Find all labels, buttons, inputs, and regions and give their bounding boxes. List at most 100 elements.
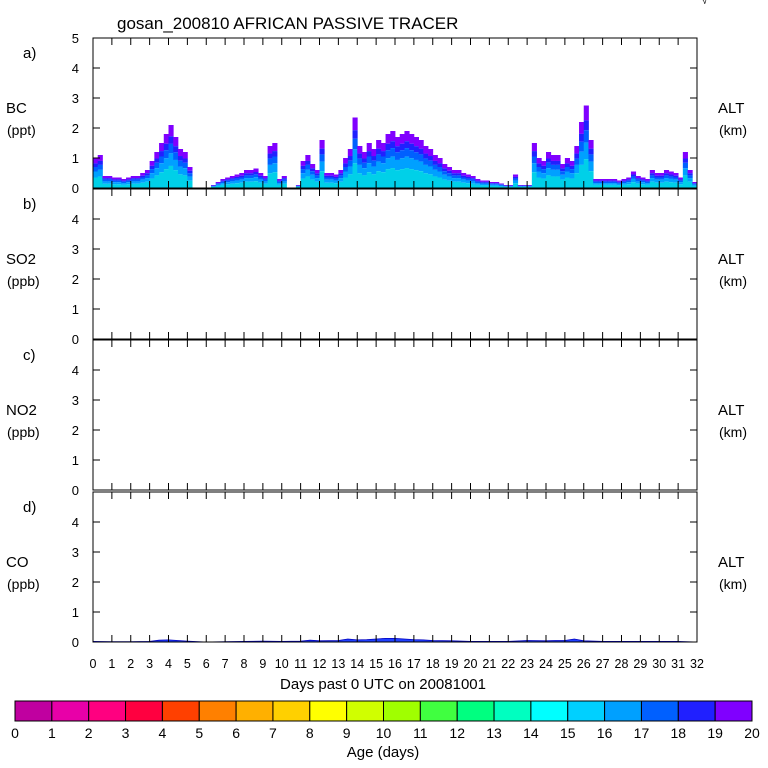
colorbar-swatch (604, 700, 642, 722)
right-axis-label: ALT (718, 554, 744, 571)
colorbar-swatch (493, 700, 532, 722)
y-tick-label: 2 (72, 575, 79, 590)
bar (531, 143, 537, 188)
x-tick-label: 5 (184, 657, 191, 671)
bar (328, 173, 335, 188)
x-tick-label: 17 (407, 657, 421, 671)
y-tick-label: 2 (72, 423, 79, 438)
bar (258, 173, 264, 188)
colorbar-tick-label: 12 (449, 725, 465, 741)
bar (579, 122, 585, 188)
bar (116, 177, 122, 188)
plot-frame (92, 339, 698, 491)
unit-label: (ppt) (7, 122, 36, 138)
y-tick-label: 3 (72, 545, 79, 560)
y-tick-label: 1 (72, 302, 79, 317)
right-axis-unit: (km) (719, 122, 747, 138)
bar (649, 170, 655, 188)
bar (380, 143, 386, 188)
x-tick-label: 4 (165, 657, 172, 671)
unit-label: (ppb) (7, 273, 40, 289)
bar (536, 158, 542, 188)
bar (357, 146, 363, 188)
y-tick-label: 1 (72, 151, 79, 166)
panel-a: 0 1 2 3 4 5 a) BC (ppt) ALT (km) (6, 31, 747, 196)
colorbar-tick-label: 19 (707, 725, 723, 741)
right-axis-unit: (km) (719, 273, 747, 289)
bar (404, 131, 410, 188)
bar (692, 182, 698, 188)
bar (277, 179, 283, 188)
x-tick-label: 32 (690, 657, 704, 671)
colorbar-swatch (272, 700, 311, 722)
colorbar-label: Age (days) (347, 744, 420, 761)
colorbar-swatch (640, 700, 679, 722)
bar (220, 179, 226, 188)
bar (262, 176, 268, 188)
bar (503, 185, 509, 188)
right-axis-label: ALT (718, 100, 744, 117)
bar (107, 176, 113, 188)
bar (130, 176, 136, 188)
panel-letter: d) (23, 499, 36, 516)
bar (248, 170, 254, 188)
x-tick-label: 2 (127, 657, 134, 671)
unit-label: (ppb) (7, 424, 40, 440)
bar (550, 155, 556, 188)
colorbar-tick-label: 5 (195, 725, 203, 741)
bar (479, 180, 486, 189)
bar (640, 177, 646, 188)
y-tick-label: 3 (72, 242, 79, 257)
bar (442, 164, 448, 188)
x-tick-label: 18 (426, 657, 440, 671)
colorbar-tick-label: 8 (306, 725, 314, 741)
bar (126, 177, 132, 188)
colorbar-swatch (567, 700, 606, 722)
corner-mark: √ (702, 0, 708, 7)
y-tick-label: 4 (72, 515, 79, 530)
colorbar-swatch (309, 700, 348, 722)
x-tick-label: 31 (671, 657, 685, 671)
panel-c: 0 1 2 3 4 c) NO2 (ppb) ALT (km) (6, 339, 747, 498)
bar (428, 149, 434, 188)
bar (668, 171, 674, 188)
colorbar-swatch (125, 700, 163, 722)
bar (399, 134, 405, 188)
bar (159, 143, 165, 188)
colorbar-swatch (198, 700, 237, 722)
plot-frame (92, 491, 698, 643)
bar (225, 177, 231, 188)
colorbar-swatch (419, 700, 458, 722)
species-label: BC (6, 100, 27, 117)
x-tick-label: 10 (275, 657, 289, 671)
colorbar-swatch (51, 700, 90, 722)
x-tick-label: 29 (633, 657, 647, 671)
x-tick-label: 20 (464, 657, 478, 671)
bar (621, 179, 627, 188)
bar (612, 179, 618, 188)
bar (630, 171, 637, 188)
species-label: NO2 (6, 402, 37, 419)
x-tick-label: 13 (331, 657, 345, 671)
bar (461, 173, 467, 188)
bar (314, 170, 320, 188)
colorbar-swatch (456, 700, 495, 722)
y-tick-label: 5 (72, 31, 79, 46)
colorbar-tick-label: 11 (413, 725, 428, 741)
bar (390, 131, 396, 188)
panel-d: 0 1 2 3 4 d) CO (ppb) ALT (km) (6, 491, 747, 650)
figure-title: gosan_200810 AFRICAN PASSIVE TRACER (117, 14, 458, 33)
colorbar: 0 1 2 3 4 5 6 7 8 9 10 11 12 13 14 15 16 17 18 19 20 (11, 700, 760, 741)
panel-b: 0 1 2 3 4 b) SO2 (ppb) ALT (km) (6, 188, 747, 347)
bar (512, 174, 519, 188)
panel-letter: a) (23, 45, 36, 62)
x-tick-label: 22 (501, 657, 515, 671)
x-tick-label: 9 (259, 657, 266, 671)
colorbar-tick-label: 4 (159, 725, 167, 741)
bar (409, 134, 415, 188)
bar (569, 161, 575, 188)
panel-letter: b) (23, 196, 36, 213)
x-tick-label: 23 (520, 657, 534, 671)
bar (508, 185, 514, 188)
